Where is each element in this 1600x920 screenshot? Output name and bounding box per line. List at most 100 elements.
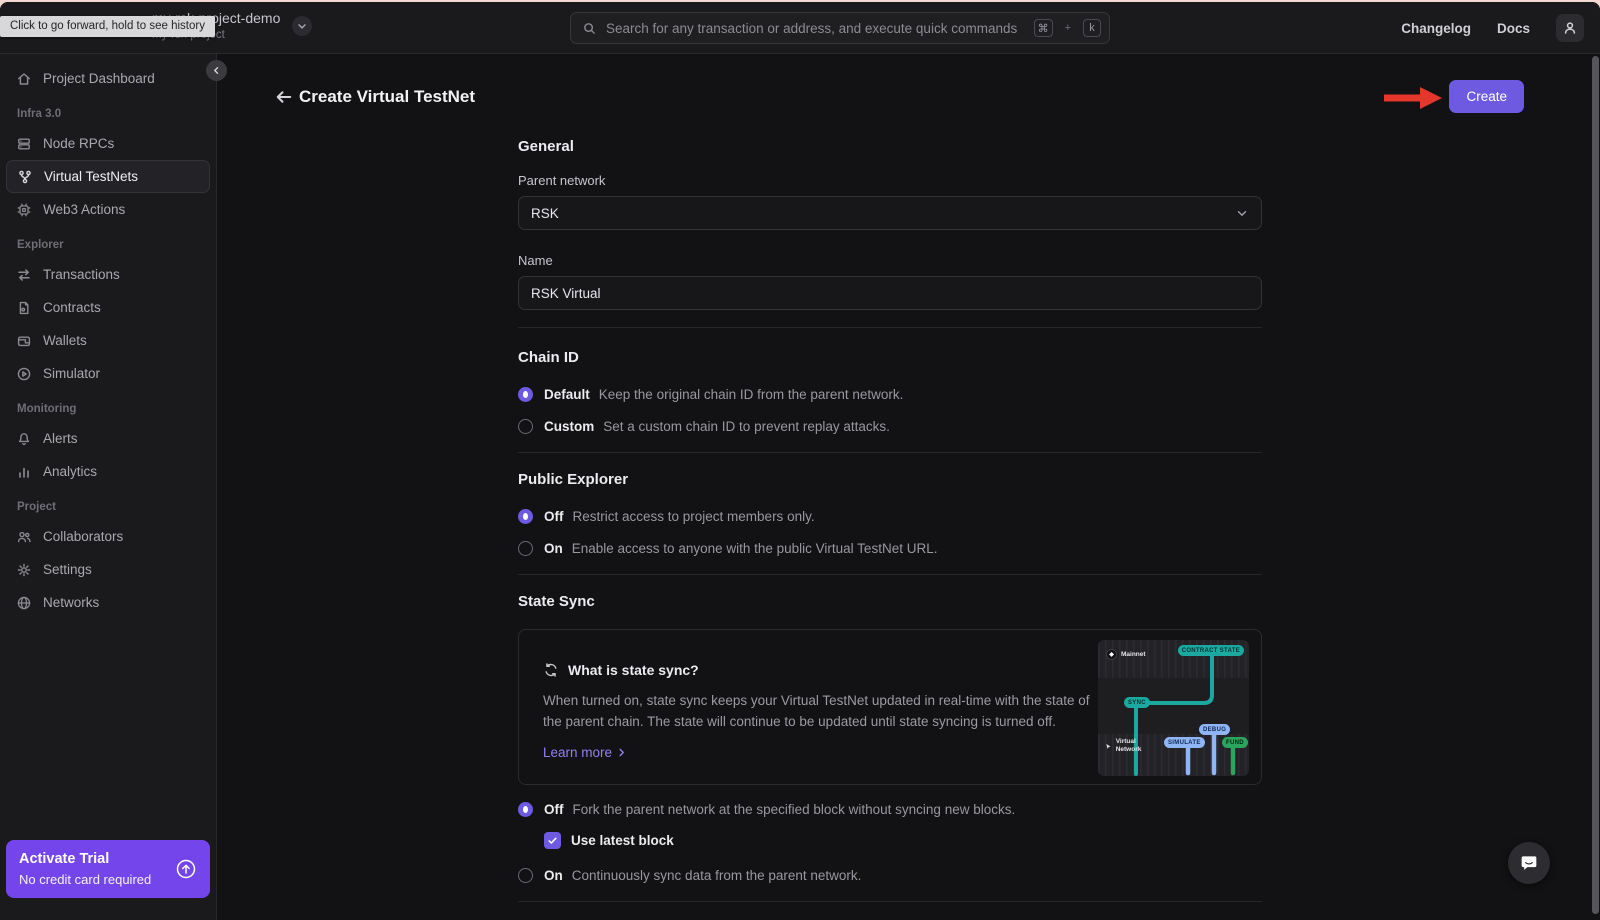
learn-more-label: Learn more [543,745,613,760]
trial-subtitle: No credit card required [19,872,152,887]
sidebar-item-label: Networks [43,595,100,610]
sidebar-item-label: Transactions [43,267,120,282]
sidebar-item-analytics[interactable]: Analytics [6,455,210,488]
main-content: Create Virtual TestNet Create General Pa… [218,54,1600,920]
sync-info-title: What is state sync? [568,662,699,678]
mainnet-icon: ◆ [1106,649,1117,660]
simulate-badge: SIMULATE [1164,737,1205,748]
sidebar-item-alerts[interactable]: Alerts [6,422,210,455]
create-testnet-form: General Parent network RSK Name Chain ID… [518,137,1262,902]
sidebar-item-wallets[interactable]: Wallets [6,324,210,357]
sidebar-item-simulator[interactable]: Simulator [6,357,210,390]
sidebar-item-contracts[interactable]: Contracts [6,291,210,324]
globe-icon [17,596,31,609]
changelog-link[interactable]: Changelog [1401,20,1471,36]
global-search[interactable]: ⌘ + k [570,12,1110,44]
user-menu-button[interactable] [1556,14,1584,42]
activate-trial-card[interactable]: Activate Trial No credit card required [6,840,210,898]
chip-icon [17,203,31,216]
bell-icon [18,432,30,445]
topbar: my-rsk-project-demo my-rsk-project ⌘ + k… [0,2,1600,54]
mainnet-label: ◆ Mainnet [1106,649,1146,660]
chain-id-default-option[interactable]: Default Keep the original chain ID from … [518,387,1262,402]
divider [518,452,1262,453]
divider [518,574,1262,575]
option-description: Continuously sync data from the parent n… [571,868,862,883]
chain-id-custom-option[interactable]: Custom Set a custom chain ID to prevent … [518,419,1262,434]
sidebar-item-project-dashboard[interactable]: Project Dashboard [6,62,210,95]
sidebar-section-monitoring: Monitoring [17,403,77,415]
server-icon [18,138,30,150]
public-explorer-off-option[interactable]: Off Restrict access to project members o… [518,509,1262,524]
debug-badge: DEBUG [1199,724,1231,735]
public-explorer-heading: Public Explorer [518,471,629,488]
sidebar-item-transactions[interactable]: Transactions [6,258,210,291]
sidebar-item-label: Simulator [43,366,101,381]
sidebar-item-settings[interactable]: Settings [6,553,210,586]
sidebar-item-networks[interactable]: Networks [6,586,210,619]
fund-badge: FUND [1222,737,1248,748]
radio-selected[interactable] [518,387,533,402]
contract-state-badge: CONTRACT STATE [1177,645,1244,656]
sync-info-body: When turned on, state sync keeps your Vi… [543,693,1090,729]
parent-network-label: Parent network [518,173,606,188]
create-button[interactable]: Create [1449,80,1524,113]
sync-badge: SYNC [1124,697,1150,708]
radio-unselected[interactable] [518,868,533,883]
state-sync-on-option[interactable]: On Continuously sync data from the paren… [518,868,1262,883]
general-heading: General [518,138,574,155]
page-scrollbar[interactable] [1592,56,1599,914]
option-label: Default [544,387,590,402]
chevron-down-icon [298,23,307,29]
history-tooltip: Click to go forward, hold to see history [0,16,215,37]
key-separator: + [1064,22,1071,34]
public-explorer-on-option[interactable]: On Enable access to anyone with the publ… [518,541,1262,556]
chat-icon [1521,856,1537,870]
sidebar-item-virtual-testnets[interactable]: Virtual TestNets [6,160,210,193]
sidebar-item-label: Project Dashboard [43,71,155,86]
radio-selected[interactable] [518,509,533,524]
sidebar-item-label: Contracts [43,300,101,315]
docs-link[interactable]: Docs [1496,20,1530,36]
sidebar-section-infra: Infra 3.0 [17,108,62,120]
sidebar-collapse-button[interactable] [206,60,227,81]
chain-id-heading: Chain ID [518,349,579,366]
check-icon [548,837,557,844]
search-input[interactable] [606,20,1025,36]
project-dropdown-button[interactable] [292,15,313,36]
radio-unselected[interactable] [518,541,533,556]
gear-icon [17,563,31,576]
option-description: Keep the original chain ID from the pare… [598,387,904,402]
option-description: Set a custom chain ID to prevent replay … [603,419,890,434]
play-circle-icon [17,367,31,380]
checkbox-checked[interactable] [544,832,561,849]
cursor-icon [1106,743,1111,749]
option-label: On [544,868,563,883]
back-button[interactable] [273,87,295,109]
sidebar-item-collaborators[interactable]: Collaborators [6,520,210,553]
radio-unselected[interactable] [518,419,533,434]
name-input[interactable] [531,285,1249,301]
state-sync-off-option[interactable]: Off Fork the parent network at the speci… [518,802,1262,817]
swap-arrows-icon [18,268,30,281]
sidebar-item-label: Alerts [43,431,78,446]
learn-more-link[interactable]: Learn more [543,745,1061,760]
arrow-up-circle-icon [176,859,196,879]
support-chat-button[interactable] [1508,842,1550,884]
parent-network-value: RSK [531,205,559,221]
option-label: Custom [544,419,595,434]
use-latest-block-option[interactable]: Use latest block [544,832,1262,849]
sidebar-item-label: Analytics [43,464,98,479]
sync-info-title-row: What is state sync? [543,662,1061,678]
fork-icon [19,170,31,183]
radio-selected[interactable] [518,802,533,817]
parent-network-select[interactable]: RSK [518,196,1262,230]
divider [518,901,1262,902]
back-arrow-icon [276,91,292,103]
sidebar-item-web3-actions[interactable]: Web3 Actions [6,193,210,226]
sidebar-item-label: Settings [43,562,92,577]
search-icon [584,22,595,34]
sidebar-item-node-rpcs[interactable]: Node RPCs [6,127,210,160]
